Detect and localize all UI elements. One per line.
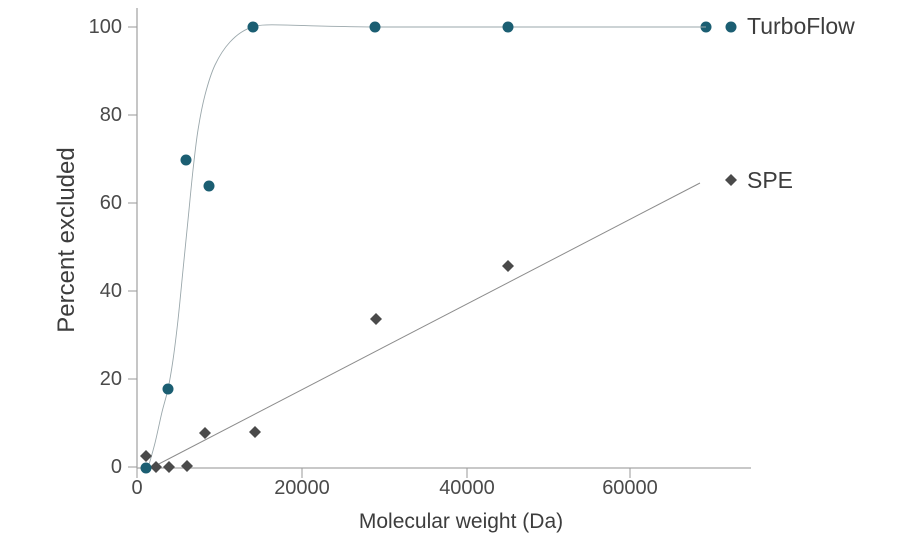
svg-text:TurboFlow: TurboFlow bbox=[747, 13, 855, 39]
svg-text:60000: 60000 bbox=[602, 477, 658, 499]
svg-text:60: 60 bbox=[100, 192, 122, 214]
svg-text:40000: 40000 bbox=[439, 477, 495, 499]
svg-text:Molecular weight (Da): Molecular weight (Da) bbox=[359, 510, 563, 533]
svg-text:0: 0 bbox=[131, 477, 142, 499]
svg-text:Percent excluded: Percent excluded bbox=[53, 147, 80, 332]
svg-text:0: 0 bbox=[111, 456, 122, 478]
svg-text:20000: 20000 bbox=[274, 477, 330, 499]
svg-text:40: 40 bbox=[100, 280, 122, 302]
svg-text:SPE: SPE bbox=[747, 167, 793, 193]
svg-text:20: 20 bbox=[100, 368, 122, 390]
svg-text:100: 100 bbox=[89, 16, 122, 38]
svg-text:80: 80 bbox=[100, 104, 122, 126]
